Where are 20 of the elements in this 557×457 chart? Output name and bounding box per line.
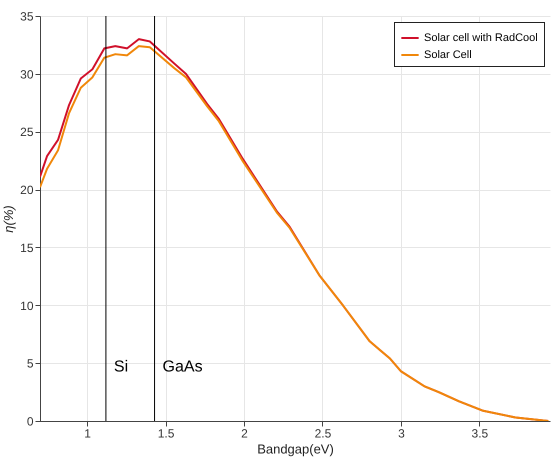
y-tick-label: 35 [20, 10, 34, 24]
y-tick-label: 30 [20, 67, 34, 82]
x-tick-label: 3 [398, 426, 406, 440]
ref-line-label: Si [114, 358, 128, 376]
y-tick-label: 15 [20, 240, 34, 255]
x-tick-label: 2 [241, 426, 248, 440]
x-tick-label: 1.5 [158, 426, 175, 440]
x-tick-label: 3.5 [472, 426, 489, 440]
ref-line-label: GaAs [162, 358, 203, 376]
legend-label: Solar Cell [424, 49, 472, 61]
x-tick-label: 2.5 [314, 426, 332, 440]
y-tick-label: 20 [20, 183, 34, 198]
legend-label: Solar cell with RadCool [424, 32, 538, 44]
y-tick-label: 5 [26, 356, 34, 371]
x-axis-title: Bandgap(eV) [257, 442, 334, 456]
y-tick-label: 25 [20, 125, 34, 140]
y-axis-title: η(%) [1, 205, 16, 233]
x-tick-label: 1 [84, 426, 92, 440]
y-tick-label: 0 [26, 414, 34, 428]
y-tick-label: 10 [20, 298, 34, 313]
